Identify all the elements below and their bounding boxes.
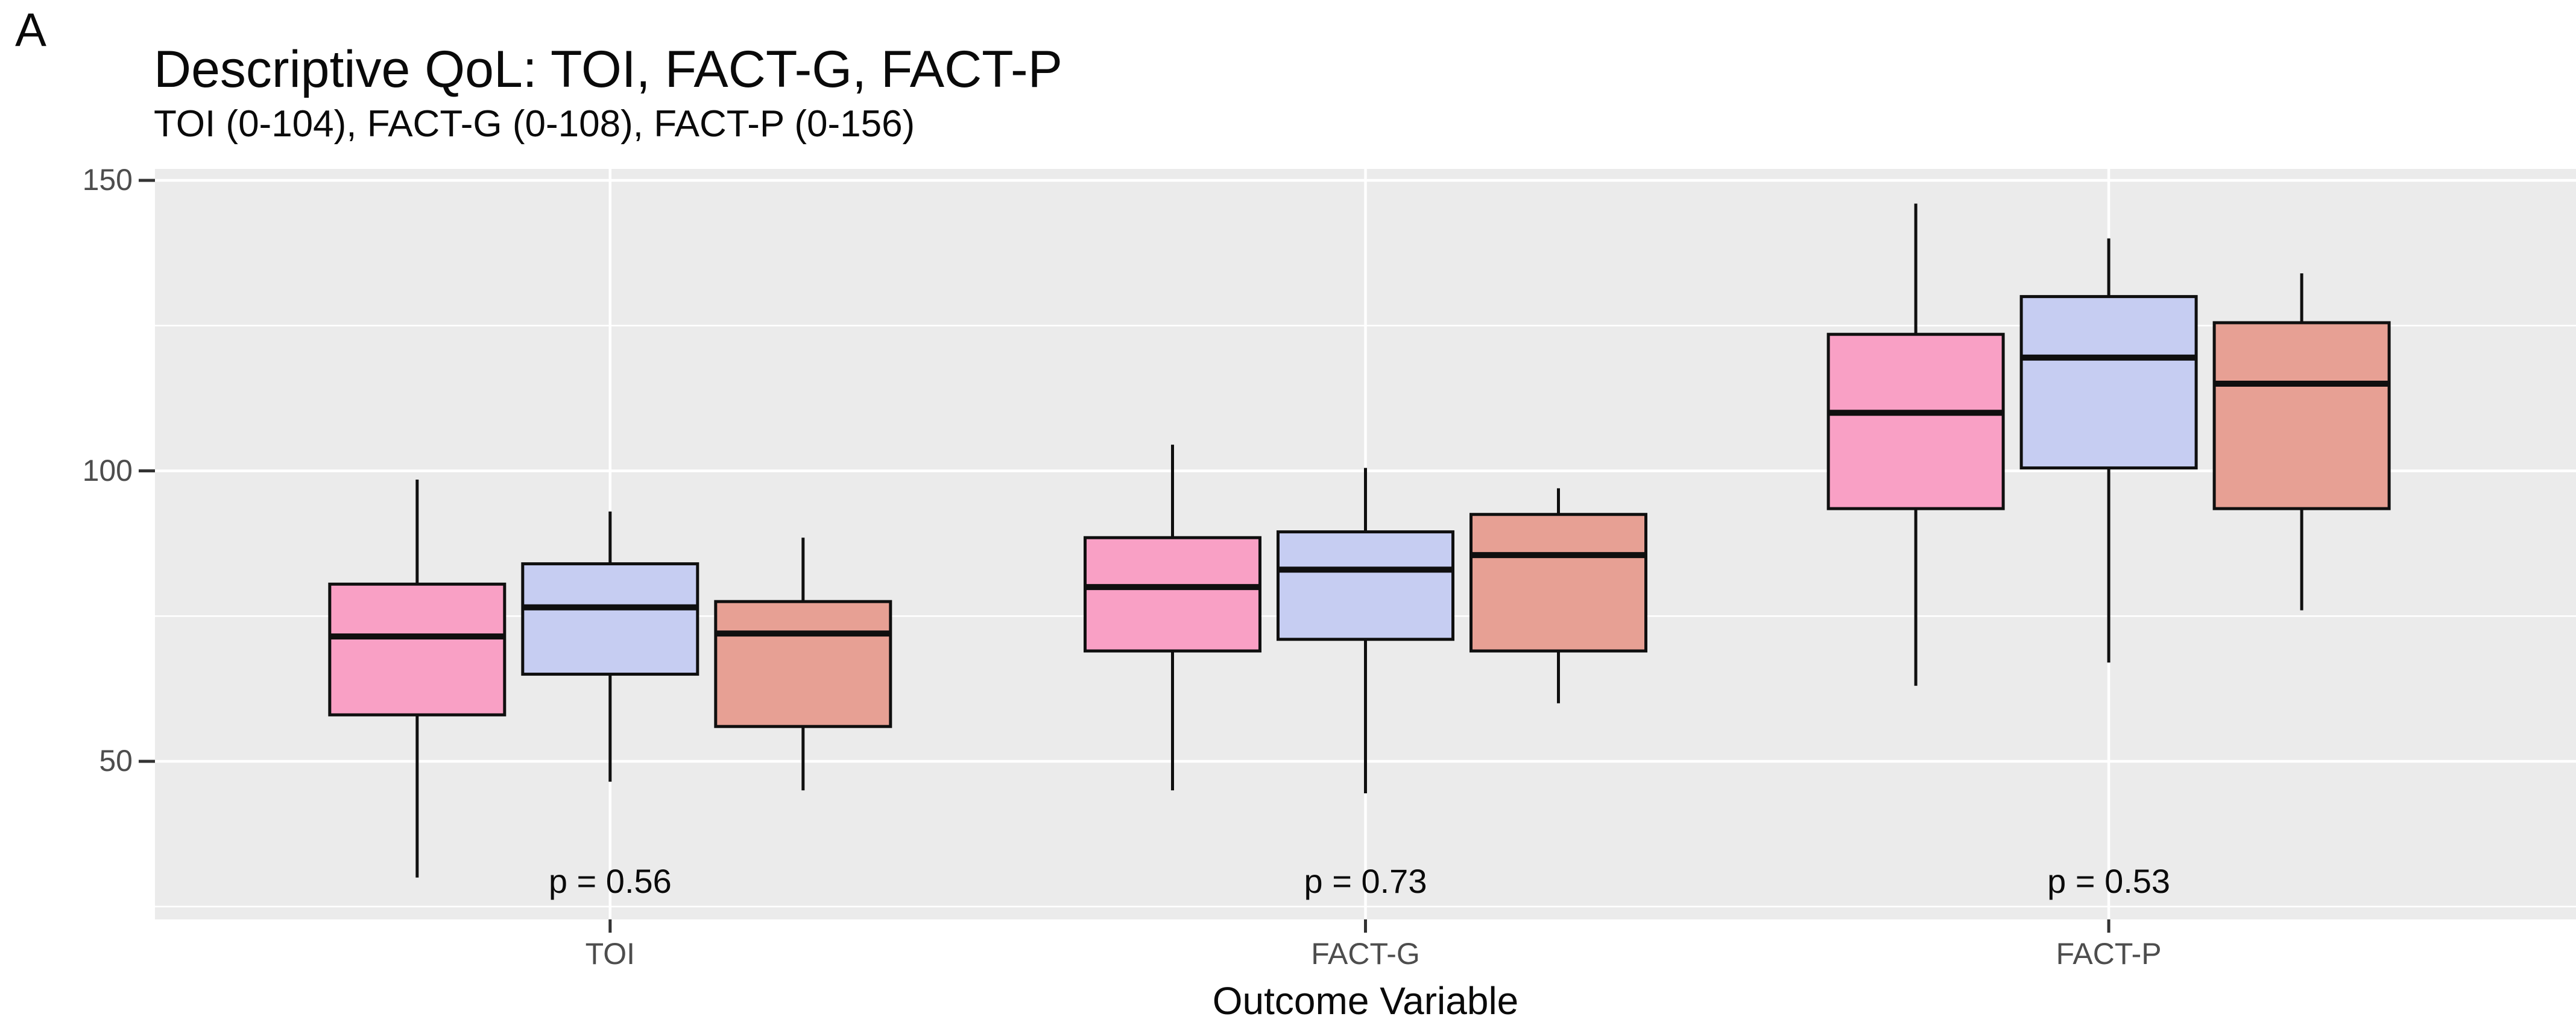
p-value-label-toi: p = 0.56 — [548, 862, 672, 900]
box-arm-salmon-TOI — [714, 600, 892, 728]
plot-subtitle: TOI (0-104), FACT-G (0-108), FACT-P (0-1… — [154, 103, 915, 145]
x-tick-label-fact-g: FACT-G — [1311, 937, 1420, 971]
box-arm-salmon-FACT-G — [1470, 513, 1647, 653]
box-arm-periwinkle-FACT-P — [2019, 295, 2198, 470]
box-arm-periwinkle-FACT-G — [1277, 530, 1454, 641]
p-value-label-fact-g: p = 0.73 — [1304, 862, 1427, 900]
box-arm-pink-TOI — [328, 582, 507, 717]
x-tick-label-toi: TOI — [585, 937, 636, 971]
box-arm-pink-FACT-P — [1826, 332, 2005, 510]
box-arm-pink-FACT-G — [1084, 536, 1261, 653]
x-tick-label-fact-p: FACT-P — [2056, 937, 2162, 971]
box-arm-periwinkle-TOI — [521, 562, 699, 676]
x-axis-title: Outcome Variable — [1212, 979, 1519, 1023]
y-tick-label-50: 50 — [99, 744, 133, 778]
y-tick-label-150: 150 — [82, 163, 133, 197]
p-value-label-fact-p: p = 0.53 — [2047, 862, 2171, 900]
y-tick-label-100: 100 — [82, 453, 133, 487]
box-arm-salmon-FACT-P — [2212, 321, 2391, 510]
panel-label: A — [15, 3, 47, 56]
plot-title: Descriptive QoL: TOI, FACT-G, FACT-P — [154, 40, 1062, 98]
